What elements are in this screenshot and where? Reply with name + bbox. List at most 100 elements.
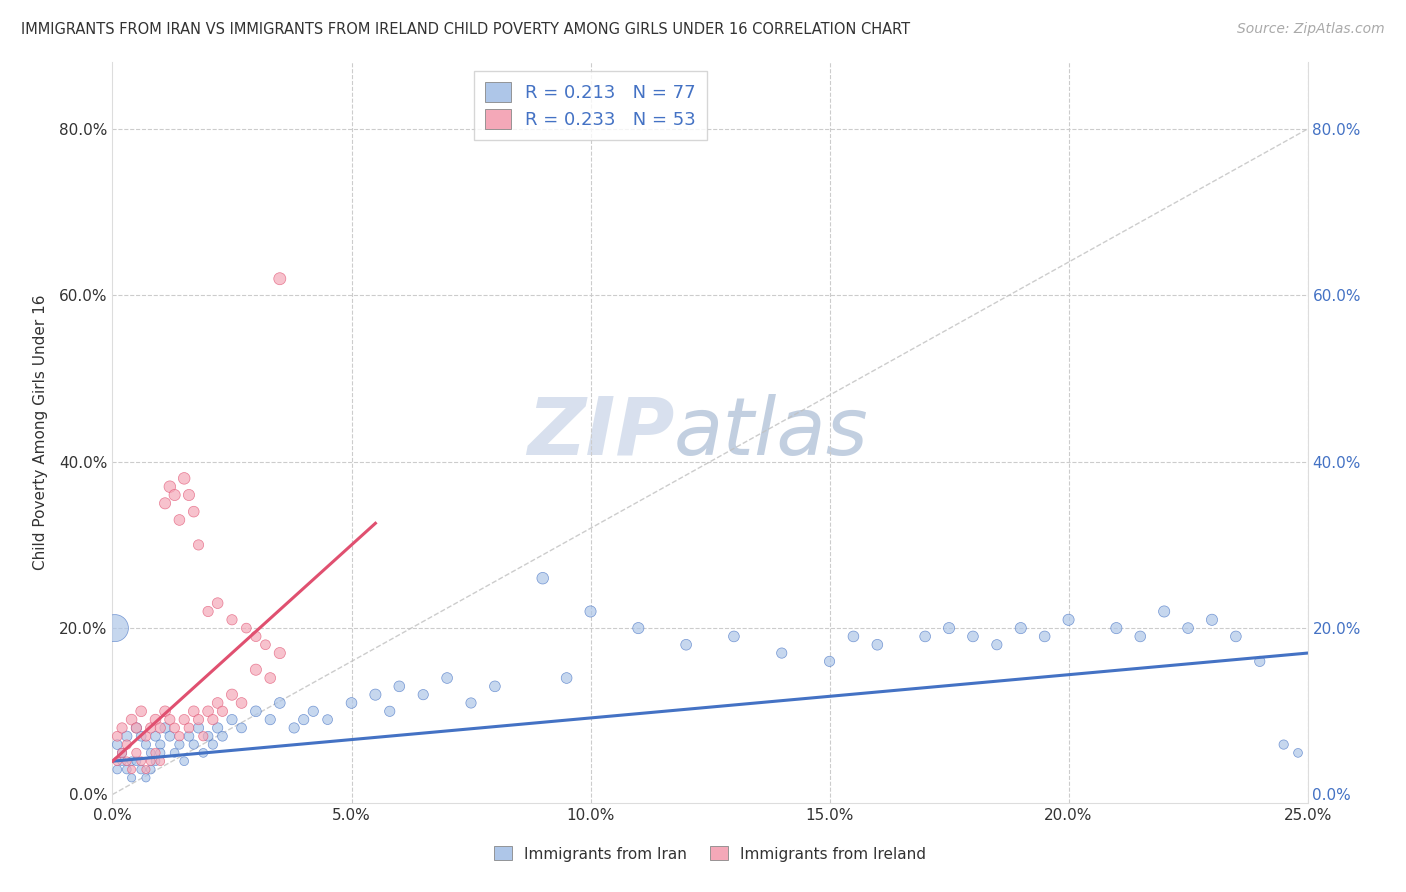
Point (1129, 629, 1152, 643)
Point (183, 738, 205, 752)
Point (1201, 613, 1223, 627)
Point (153, 704, 176, 718)
Point (135, 738, 157, 752)
Point (207, 596, 229, 610)
Point (193, 746, 215, 760)
Point (484, 679, 506, 693)
Point (145, 746, 167, 760)
Point (460, 696, 482, 710)
Point (125, 721, 148, 735)
Point (531, 571, 554, 585)
Point (269, 646, 291, 660)
Point (1225, 629, 1247, 643)
Y-axis label: Child Poverty Among Girls Under 16: Child Poverty Among Girls Under 16 (32, 295, 48, 570)
Point (412, 688, 434, 702)
Text: Source: ZipAtlas.com: Source: ZipAtlas.com (1237, 22, 1385, 37)
Point (135, 729, 157, 743)
Point (866, 638, 889, 652)
Point (245, 663, 267, 677)
Point (145, 729, 167, 743)
Point (245, 704, 267, 718)
Point (135, 763, 157, 777)
Point (111, 721, 134, 735)
Point (221, 713, 243, 727)
Point (292, 713, 315, 727)
Point (183, 505, 205, 519)
Point (105, 729, 128, 743)
Point (173, 471, 195, 485)
Point (111, 746, 134, 760)
Point (163, 721, 186, 735)
Point (1153, 605, 1175, 619)
Point (259, 713, 281, 727)
Point (207, 721, 229, 735)
Point (938, 621, 960, 635)
Point (139, 746, 162, 760)
Point (159, 480, 181, 494)
Point (231, 721, 253, 735)
Point (221, 688, 243, 702)
Point (135, 771, 157, 785)
Point (254, 638, 277, 652)
Point (129, 704, 152, 718)
Point (111, 754, 134, 768)
Point (201, 738, 224, 752)
Point (436, 671, 458, 685)
Point (1105, 621, 1128, 635)
Point (245, 629, 267, 643)
Point (914, 629, 936, 643)
Point (139, 721, 162, 735)
Point (364, 688, 387, 702)
Text: ZIP: ZIP (527, 393, 675, 472)
Point (125, 746, 148, 760)
Point (221, 613, 243, 627)
Point (121, 754, 143, 768)
Point (1033, 629, 1056, 643)
Point (139, 754, 162, 768)
Point (269, 271, 291, 285)
Point (316, 713, 339, 727)
Point (627, 621, 650, 635)
Point (163, 488, 186, 502)
Text: IMMIGRANTS FROM IRAN VS IMMIGRANTS FROM IRELAND CHILD POVERTY AMONG GIRLS UNDER : IMMIGRANTS FROM IRAN VS IMMIGRANTS FROM … (21, 22, 910, 37)
Point (259, 671, 281, 685)
Point (962, 629, 984, 643)
Point (153, 721, 176, 735)
Point (115, 763, 138, 777)
Point (197, 605, 219, 619)
Point (169, 513, 191, 527)
Point (235, 621, 257, 635)
Text: atlas: atlas (675, 393, 869, 472)
Point (121, 713, 143, 727)
Legend: Immigrants from Iran, Immigrants from Ireland: Immigrants from Iran, Immigrants from Ir… (486, 838, 934, 869)
Point (579, 605, 602, 619)
Point (159, 713, 181, 727)
Point (121, 771, 143, 785)
Point (115, 754, 138, 768)
Point (173, 713, 195, 727)
Point (183, 704, 205, 718)
Point (675, 638, 697, 652)
Point (145, 713, 167, 727)
Point (149, 738, 172, 752)
Point (378, 704, 401, 718)
Point (149, 721, 172, 735)
Point (153, 496, 176, 510)
Point (842, 629, 865, 643)
Point (723, 629, 745, 643)
Point (169, 729, 191, 743)
Point (121, 763, 143, 777)
Point (129, 754, 152, 768)
Point (145, 754, 167, 768)
Point (986, 638, 1008, 652)
Point (187, 713, 209, 727)
Point (105, 763, 128, 777)
Point (115, 738, 138, 752)
Point (770, 646, 793, 660)
Point (187, 721, 209, 735)
Point (125, 721, 148, 735)
Point (207, 696, 229, 710)
Point (105, 754, 128, 768)
Point (129, 763, 152, 777)
Point (105, 738, 128, 752)
